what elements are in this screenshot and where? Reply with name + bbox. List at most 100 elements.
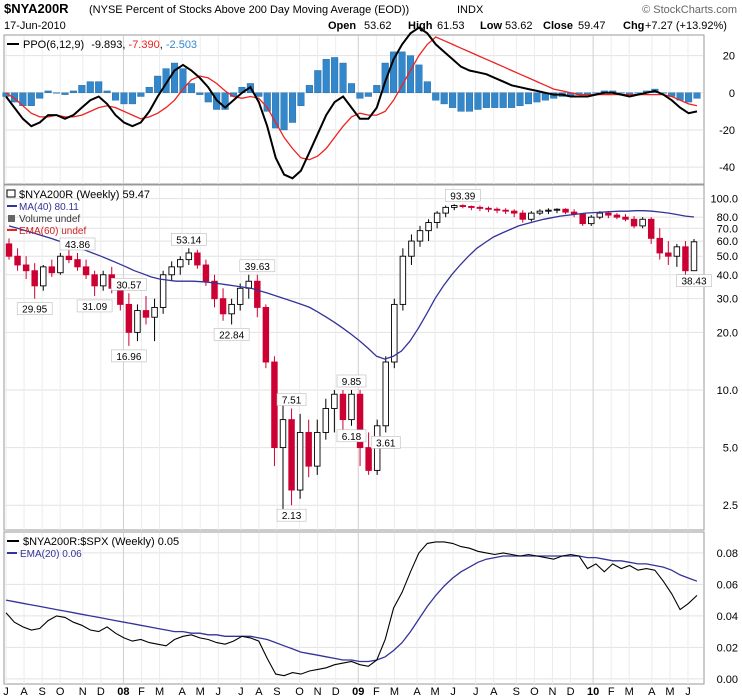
ppo-tick-label: -40 [719, 162, 735, 174]
volume-legend-swatch [8, 215, 15, 222]
annotation-label: 30.57 [116, 280, 141, 291]
annotation-box [239, 259, 276, 273]
provider-watermark: © StockCharts.com [642, 4, 737, 16]
x-tick-label: 08 [117, 686, 129, 698]
price-tick-label: 2.5 [723, 500, 738, 512]
annotation-box [445, 188, 481, 202]
candle-body [442, 206, 449, 214]
price-legend-swatch [6, 189, 16, 198]
price-tick-label: 70.0 [717, 223, 738, 235]
high-value: 61.53 [437, 20, 465, 32]
price-plot: 29.95 43.86 31.09 30.57 16.96 53.14 22.84 39.63… [5, 188, 712, 522]
candle-body [194, 252, 201, 266]
candle-body [605, 212, 612, 216]
axis-labels: 20 0 -20 -40 100.0 80.070.060.0 50.0 40.0 30.0 20… [3, 51, 738, 698]
candle-body [613, 214, 621, 218]
ppo-histogram-bar [27, 92, 35, 106]
candle-body [202, 264, 210, 282]
ppo-histogram-bar [78, 85, 86, 93]
ppo-histogram-bar [86, 81, 94, 93]
price-panel-frame [3, 184, 705, 531]
x-tick-label: O [530, 686, 539, 698]
x-tick-label: D [332, 686, 340, 698]
svg-text:PPO(6,12,9) -9.893,: PPO(6,12,9) -9.893, -7.390, -2.503 [23, 39, 197, 51]
annotation-box [336, 429, 367, 443]
candle-body [536, 210, 544, 214]
ppo-histogram-bar [390, 51, 398, 93]
annotation-box [171, 233, 207, 246]
candle-body [322, 408, 330, 433]
ppo-histogram-bar [685, 92, 693, 103]
ppo-tick-label: -20 [719, 125, 735, 137]
candle-body [314, 431, 321, 467]
ppo-histogram-bar [322, 59, 330, 93]
candle-body [99, 274, 107, 287]
price-tick-label: 80.0 [717, 212, 738, 224]
ratio-tick-label: 0.06 [717, 579, 738, 591]
x-tick-label: S [513, 686, 520, 698]
open-value: 53.62 [364, 20, 392, 32]
ppo-legend-sep1: , [122, 39, 128, 51]
candle-body [348, 393, 355, 421]
x-tick-label: S [38, 686, 45, 698]
price-tick-label: 5.0 [723, 443, 738, 455]
price-legend: $NYA200R (Weekly) 59.47 MA(40) 80.11 Vol… [6, 189, 150, 237]
ppo-histogram-bar [499, 92, 507, 108]
ppo-histogram-bar [423, 81, 431, 93]
high-label: High [408, 20, 433, 32]
annotation-box [76, 299, 113, 313]
x-tick-label: J [216, 686, 222, 698]
x-tick-label: F [608, 686, 615, 698]
ppo-histogram-bar [171, 62, 179, 93]
ppo-histogram-bar [120, 92, 128, 105]
header-exchange: INDX [457, 4, 484, 16]
ppo-histogram-bar [179, 68, 187, 93]
ratio-ema20-line [5, 555, 698, 663]
open-label: Open [328, 20, 356, 32]
ratio-legend: $NYA200R:$SPX (Weekly) 0.05 EMA(20) 0.06 [7, 536, 179, 560]
ppo-histogram-bar [524, 92, 532, 105]
candle-body [391, 303, 398, 363]
ppo-histogram-bar [314, 70, 322, 93]
ppo-histogram-bar [693, 92, 701, 99]
ppo-legend-sep2: , [160, 39, 166, 51]
ppo-legend-v1: -9.893 [91, 39, 122, 51]
candle-body [579, 213, 586, 225]
ppo-plot [2, 26, 701, 180]
header-description: (NYSE Percent of Stocks Above 200 Day Mo… [89, 4, 409, 16]
ppo-histogram-bar [288, 92, 297, 123]
ppo-histogram-bar [128, 92, 136, 105]
ppo-histogram-bar [398, 51, 406, 93]
annotation-box [676, 274, 712, 288]
candle-body [485, 207, 492, 210]
candle-body [528, 212, 535, 220]
candle-body [22, 264, 30, 272]
x-tick-label: A [490, 686, 498, 698]
candle-body [647, 218, 655, 239]
ppo-histogram-bar [196, 92, 204, 95]
ppo-histogram-bar [331, 57, 339, 93]
ppo-histogram-bar [53, 92, 61, 94]
ppo-histogram-bar [103, 90, 111, 93]
candle-body [31, 270, 38, 287]
candle-body [519, 212, 526, 220]
x-tick-label: A [255, 686, 263, 698]
candle-body [365, 447, 372, 471]
x-tick-label: M [665, 686, 674, 698]
candle-body [296, 431, 304, 491]
annotation-box [276, 508, 307, 522]
ppo-histogram-bar [145, 86, 153, 93]
candle-body [228, 303, 235, 315]
ratio-panel-frame [3, 531, 705, 685]
x-tick-label: A [413, 686, 421, 698]
ratio-plot [5, 541, 698, 677]
candle-body [271, 361, 278, 449]
ppo-histogram-bar [457, 92, 465, 112]
low-value: 53.62 [505, 20, 533, 32]
candle-body [151, 306, 158, 318]
ppo-legend-v2: -7.390 [129, 39, 160, 51]
close-value: 59.47 [578, 20, 606, 32]
candle-body [254, 280, 261, 308]
ppo-legend-v3: -2.503 [166, 39, 197, 51]
candle-body [356, 393, 364, 449]
